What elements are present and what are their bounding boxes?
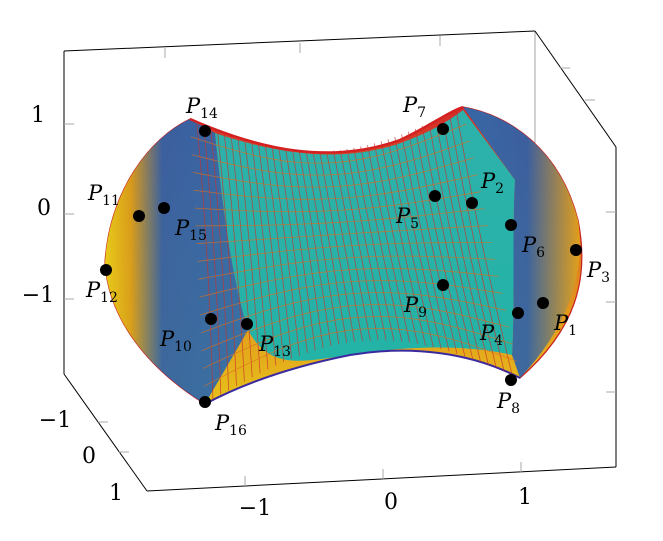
x-tick-label: 0 <box>384 490 398 515</box>
y-tick-label: −1 <box>39 408 71 433</box>
point-label-p14: P14 <box>185 94 218 122</box>
point-marker-p12 <box>100 264 112 276</box>
point-marker-p9 <box>437 279 449 291</box>
mesh-line <box>196 225 488 245</box>
mesh-line <box>203 327 517 387</box>
x-axis-labels: −1 0 1 <box>239 485 532 521</box>
mesh-line <box>195 208 485 227</box>
point-marker-p6 <box>505 219 517 231</box>
mesh-line <box>199 268 499 298</box>
mesh-line <box>191 140 471 176</box>
z-axis-labels: 1 0 −1 <box>22 103 54 308</box>
mesh-line <box>198 255 496 280</box>
point-label-p10: P10 <box>159 327 192 355</box>
point-label-p4: P4 <box>479 321 503 349</box>
y-tick-label: 1 <box>109 481 123 506</box>
point-marker-p3 <box>570 244 582 256</box>
point-label-p16: P16 <box>214 411 247 439</box>
point-marker-p16 <box>199 396 211 408</box>
point-label-p12: P12 <box>85 278 118 306</box>
point-marker-p13 <box>241 318 253 330</box>
point-marker-p15 <box>158 202 170 214</box>
mesh-line <box>202 316 514 369</box>
point-label-p5: P5 <box>395 204 419 232</box>
point-marker-p10 <box>205 313 217 325</box>
mesh-line <box>197 242 492 262</box>
point-label-p1: P1 <box>553 311 577 339</box>
point-label-p15: P15 <box>174 216 207 244</box>
point-label-p13: P13 <box>258 332 291 360</box>
point-label-p11: P11 <box>87 181 120 209</box>
point-marker-p1 <box>537 297 549 309</box>
point-label-p8: P8 <box>496 389 520 417</box>
point-labels: P1 P2 P3 P4 P5 P6 P7 P8 P9 P10 P11 P12 P… <box>85 93 610 439</box>
y-tick-label: 0 <box>82 444 96 469</box>
mesh-line <box>200 280 503 316</box>
point-label-p9: P9 <box>403 293 427 321</box>
saddle-surface <box>104 105 583 405</box>
point-marker-p14 <box>199 125 211 137</box>
point-label-p7: P7 <box>402 93 426 121</box>
point-label-p6: P6 <box>521 233 545 261</box>
axis-box <box>63 30 617 492</box>
y-axis-labels: −1 0 1 <box>39 408 123 506</box>
point-marker-p2 <box>466 197 478 209</box>
axis-ticks <box>64 36 616 486</box>
x-tick-label: −1 <box>239 496 271 521</box>
point-marker-p11 <box>133 210 145 222</box>
point-marker-p7 <box>437 123 449 135</box>
points-layer <box>100 123 582 408</box>
z-tick-label: −1 <box>22 283 54 308</box>
z-tick-label: 1 <box>31 103 45 128</box>
mesh-line <box>190 123 467 164</box>
mesh-line <box>193 174 478 200</box>
point-marker-p8 <box>505 374 517 386</box>
mesh-line <box>202 304 510 351</box>
point-label-p3: P3 <box>586 258 610 286</box>
mesh-line <box>192 157 474 188</box>
x-tick-label: 1 <box>518 485 532 510</box>
point-label-p2: P2 <box>480 169 504 197</box>
point-marker-p4 <box>512 307 524 319</box>
point-marker-p5 <box>429 190 441 202</box>
z-tick-label: 0 <box>37 196 51 221</box>
mesh-line <box>201 292 506 334</box>
